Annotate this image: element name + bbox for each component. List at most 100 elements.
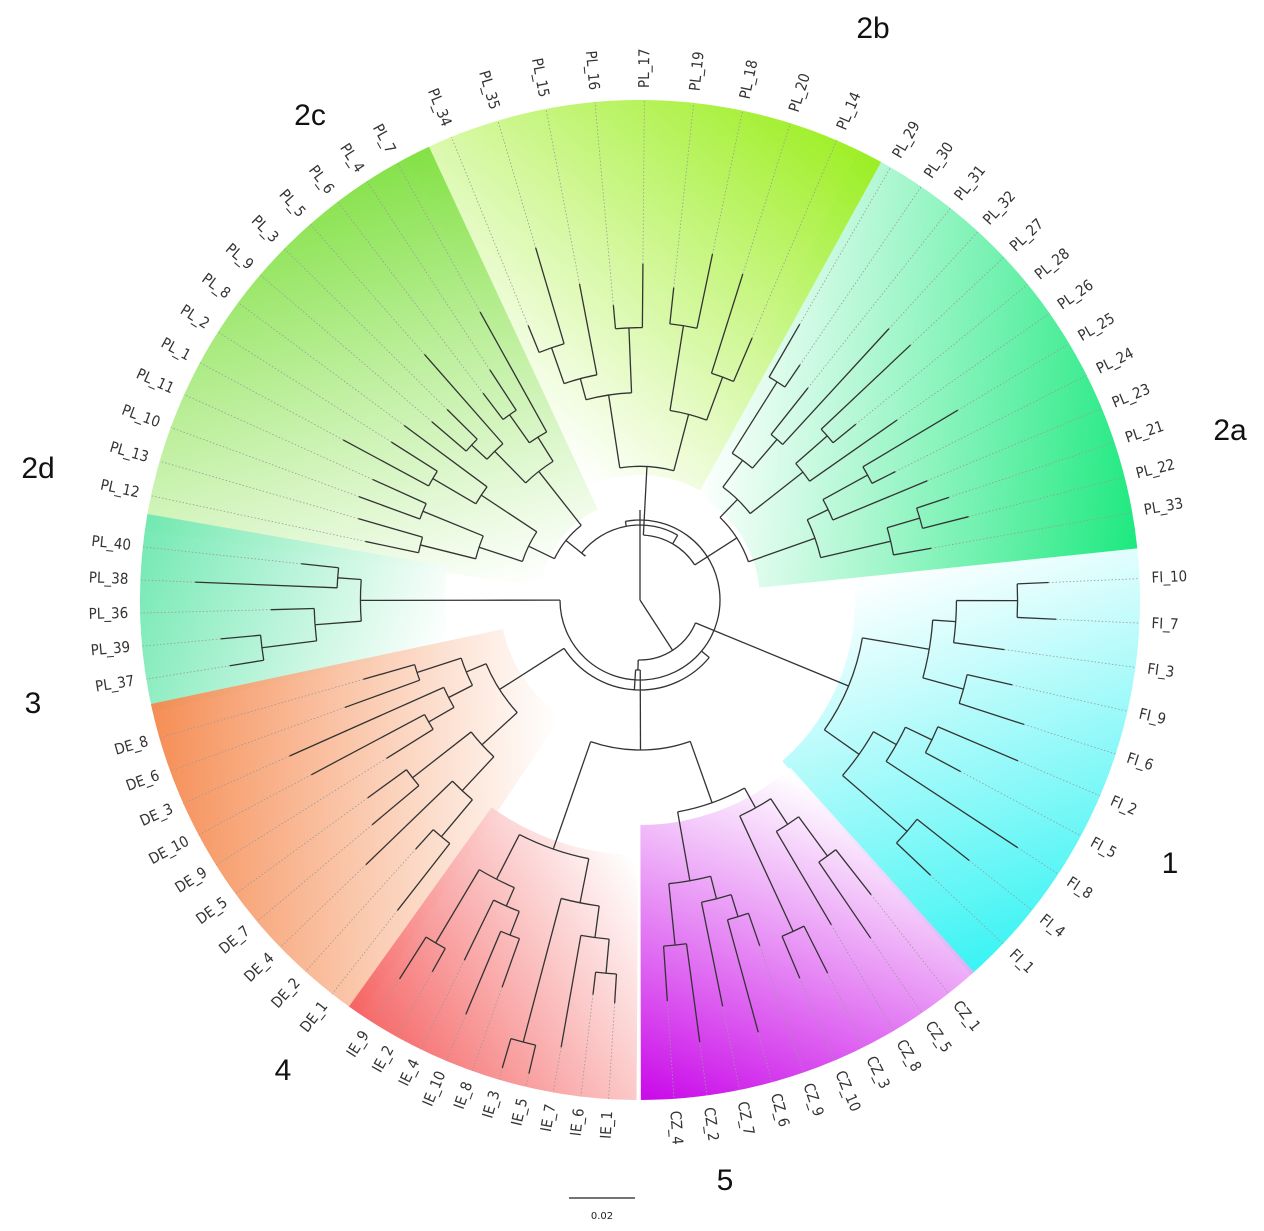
leaf-label: FI_9 <box>1137 705 1168 730</box>
branch <box>770 798 789 825</box>
branch <box>806 509 829 521</box>
clade-label-4: 4 <box>275 1054 292 1087</box>
branch-arc <box>425 936 446 950</box>
backbone-branch <box>567 741 592 808</box>
leaf-connector-lines <box>140 100 1140 1100</box>
leaf-connector <box>471 987 503 1072</box>
branch <box>873 731 897 746</box>
branch <box>722 459 744 488</box>
clade-stem <box>644 466 648 506</box>
branch <box>719 498 738 518</box>
backbone-branch <box>689 741 705 780</box>
branch-arc <box>553 524 582 559</box>
branch <box>471 444 488 460</box>
leaf-label: FI_8 <box>1063 873 1096 904</box>
leaf-label: IE_4 <box>395 1056 424 1089</box>
branch <box>367 769 407 799</box>
branch <box>528 545 555 560</box>
clade-stem <box>703 778 713 803</box>
backbone-arc <box>643 534 696 566</box>
leaf-label: PL_1 <box>158 334 194 365</box>
branch <box>886 517 920 529</box>
branch <box>784 364 801 388</box>
leaf-connector <box>235 797 368 895</box>
branch <box>594 905 600 938</box>
branch-arc <box>770 434 784 445</box>
branch-arc <box>842 731 874 776</box>
leaf-connector <box>673 102 695 288</box>
branch <box>747 913 761 946</box>
branch <box>916 496 950 509</box>
clade-label-2a: 2a <box>1213 414 1247 447</box>
branch-arc <box>538 343 565 354</box>
branch-arc <box>451 780 473 801</box>
leaf-label: PL_25 <box>1075 309 1119 346</box>
leaf-connector <box>259 274 433 423</box>
branch <box>527 325 540 353</box>
leaf-label: PL_17 <box>635 48 654 88</box>
branch <box>803 925 829 974</box>
branch <box>550 347 565 384</box>
branch <box>937 726 1019 762</box>
leaf-label: IE_3 <box>478 1088 504 1120</box>
leaf-connector <box>1017 847 1059 875</box>
branch-arc <box>519 833 589 860</box>
branch <box>522 898 562 1043</box>
clade-sector-3 <box>150 629 562 1015</box>
leaf-connector <box>910 256 1005 346</box>
branch <box>862 637 930 650</box>
branch <box>726 919 759 1033</box>
leaf-label: DE_10 <box>146 832 193 869</box>
branch <box>509 414 530 444</box>
branch <box>509 911 520 936</box>
branch <box>607 394 621 468</box>
leaf-label: IE_8 <box>450 1079 477 1112</box>
scale-bar-label: 0.02 <box>591 1211 613 1222</box>
branch <box>822 474 868 501</box>
leaf-connector <box>751 140 838 339</box>
branch <box>289 686 445 757</box>
leaf-connector <box>799 186 922 366</box>
leaf-connector <box>331 910 398 995</box>
leaf-connector <box>552 1047 562 1093</box>
leaf-connector <box>799 978 835 1061</box>
leaf-connector <box>371 978 400 1023</box>
leaf-connector <box>305 848 417 972</box>
leaf-label: PL_29 <box>888 118 924 162</box>
leaf-label: FI_7 <box>1151 614 1179 634</box>
leaf-label: DE_6 <box>123 766 162 796</box>
branch <box>390 441 438 472</box>
leaf-connector <box>1012 684 1128 712</box>
branch <box>372 478 427 505</box>
leaf-connector <box>969 860 1033 911</box>
leaf-label: FI_10 <box>1151 567 1187 588</box>
branch <box>966 673 1013 686</box>
branch <box>685 943 701 1043</box>
leaf-label: PL_12 <box>99 476 142 503</box>
leaf-label: PL_5 <box>275 186 310 222</box>
leaf-label: FI_6 <box>1124 749 1156 775</box>
leaf-label: PL_13 <box>107 438 150 467</box>
leaf-label: FI_3 <box>1146 660 1175 682</box>
backbone-branch <box>633 669 637 690</box>
clade-label-2d: 2d <box>21 452 54 485</box>
leaf-connector <box>497 120 537 248</box>
branch <box>768 323 801 378</box>
leaf-label: CZ_8 <box>892 1036 926 1075</box>
leaf-connector <box>759 945 804 1073</box>
branch <box>440 799 473 838</box>
branch <box>466 663 487 673</box>
leaf-connector <box>142 638 221 647</box>
branch-arc <box>952 600 958 643</box>
branch <box>501 1038 512 1069</box>
backbone-arc <box>563 648 710 691</box>
branch <box>824 729 860 755</box>
leaf-label: PL_28 <box>1031 244 1074 284</box>
branch <box>431 421 467 452</box>
leaf-connector <box>337 201 484 394</box>
branch <box>480 494 538 533</box>
clade-stem <box>499 658 548 691</box>
leaf-connector <box>217 331 392 443</box>
branch <box>770 387 809 435</box>
